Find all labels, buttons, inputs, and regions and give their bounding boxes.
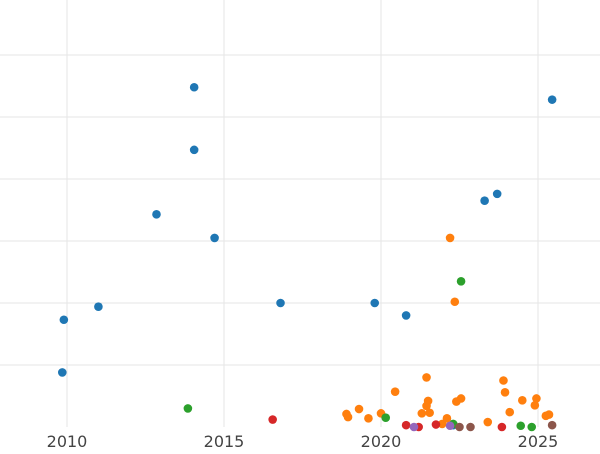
data-point <box>268 415 277 424</box>
data-point <box>189 82 199 92</box>
data-point <box>409 422 419 432</box>
data-point <box>364 414 373 423</box>
data-point <box>456 277 466 286</box>
data-point <box>455 422 464 432</box>
data-point <box>370 298 380 308</box>
points-layer <box>57 82 557 432</box>
data-point <box>425 408 434 418</box>
data-point <box>505 407 515 417</box>
data-point <box>354 404 364 414</box>
data-point <box>343 412 353 422</box>
data-point <box>466 422 475 432</box>
grid-layer <box>0 0 600 427</box>
data-point <box>499 376 508 385</box>
data-point <box>547 420 557 430</box>
data-point <box>445 421 455 431</box>
data-point <box>516 421 526 431</box>
data-point <box>152 210 161 219</box>
data-point <box>422 373 431 382</box>
data-point <box>544 410 554 419</box>
data-point <box>423 396 433 406</box>
data-point <box>94 302 103 312</box>
data-point <box>183 404 193 413</box>
data-point <box>547 95 557 104</box>
data-point <box>276 298 285 308</box>
x-tick-label: 2020 <box>361 432 402 450</box>
data-point <box>390 387 400 396</box>
data-point <box>442 414 452 423</box>
data-point <box>210 233 219 243</box>
data-point <box>480 196 489 205</box>
data-point <box>500 387 510 397</box>
data-point <box>450 297 460 307</box>
data-point <box>417 409 427 418</box>
data-point <box>483 417 493 427</box>
data-point <box>57 368 67 377</box>
data-point <box>530 401 540 410</box>
data-point <box>381 413 391 423</box>
data-point <box>401 420 411 430</box>
x-tick-label: 2015 <box>204 432 245 450</box>
data-point <box>497 422 507 432</box>
data-point <box>532 394 541 403</box>
data-point <box>59 315 69 325</box>
x-tick-label: 2025 <box>518 432 559 450</box>
data-point <box>518 396 527 405</box>
x-tick-labels: 2010 2015 2020 2025 <box>47 432 559 451</box>
data-point <box>445 233 455 243</box>
data-point <box>431 420 441 429</box>
data-point <box>401 311 411 320</box>
data-point <box>456 394 466 403</box>
x-tick-label: 2010 <box>47 432 88 450</box>
data-point <box>189 145 199 155</box>
data-point <box>492 189 502 199</box>
data-point <box>527 422 537 432</box>
